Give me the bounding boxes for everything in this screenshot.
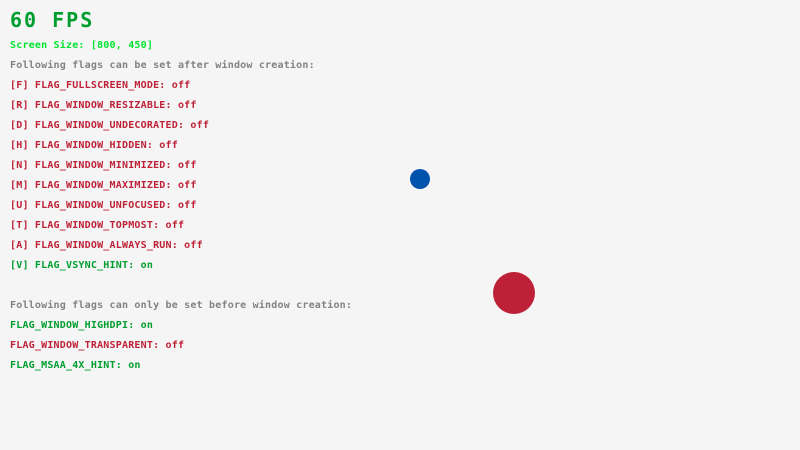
flag-window-minimized: [N] FLAG_WINDOW_MINIMIZED: off xyxy=(10,160,197,171)
blue-ball xyxy=(410,169,430,189)
red-ball xyxy=(493,272,535,314)
flag-window-undecorated: [D] FLAG_WINDOW_UNDECORATED: off xyxy=(10,120,210,131)
flag-window-unfocused: [U] FLAG_WINDOW_UNFOCUSED: off xyxy=(10,200,197,211)
flag-vsync-hint: [V] FLAG_VSYNC_HINT: on xyxy=(10,260,154,271)
flag-window-resizable: [R] FLAG_WINDOW_RESIZABLE: off xyxy=(10,100,197,111)
flag-window-always-run: [A] FLAG_WINDOW_ALWAYS_RUN: off xyxy=(10,240,203,251)
flag-msaa-4x-hint: FLAG_MSAA_4X_HINT: on xyxy=(10,360,141,371)
flags-after-creation-header: Following flags can be set after window … xyxy=(10,60,315,71)
flag-window-hidden: [H] FLAG_WINDOW_HIDDEN: off xyxy=(10,140,178,151)
flag-fullscreen-mode: [F] FLAG_FULLSCREEN_MODE: off xyxy=(10,80,191,91)
flags-before-creation-header: Following flags can only be set before w… xyxy=(10,300,353,311)
screen-size-label: Screen Size: [800, 450] xyxy=(10,40,154,51)
fps-counter: 60 FPS xyxy=(10,8,95,32)
flag-window-transparent: FLAG_WINDOW_TRANSPARENT: off xyxy=(10,340,185,351)
flag-window-highdpi: FLAG_WINDOW_HIGHDPI: on xyxy=(10,320,154,331)
flag-window-maximized: [M] FLAG_WINDOW_MAXIMIZED: off xyxy=(10,180,197,191)
flag-window-topmost: [T] FLAG_WINDOW_TOPMOST: off xyxy=(10,220,185,231)
